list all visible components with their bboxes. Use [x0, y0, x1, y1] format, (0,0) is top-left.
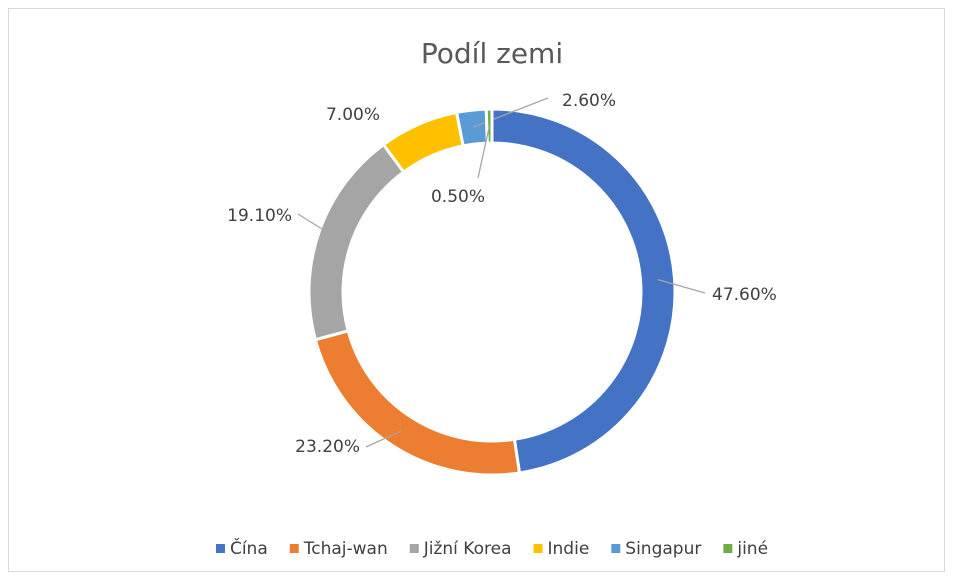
- legend-swatch: [723, 544, 733, 553]
- data-label: 7.00%: [326, 105, 380, 125]
- donut-slice: [490, 107, 677, 475]
- legend-swatch: [533, 544, 543, 553]
- leader-line: [297, 213, 336, 238]
- leader-line: [657, 278, 706, 294]
- data-label: 0.50%: [431, 187, 485, 207]
- legend-label: Tchaj-wan: [303, 539, 388, 559]
- legend-label: Indie: [548, 539, 590, 559]
- legend-swatch: [611, 544, 621, 553]
- data-label: 19.10%: [227, 206, 292, 226]
- legend-swatch: [409, 544, 419, 553]
- data-label: 47.60%: [712, 285, 777, 305]
- chart-title: Podíl zemi: [421, 37, 563, 70]
- donut-slice: [454, 107, 489, 148]
- legend-label: jiné: [736, 539, 768, 559]
- data-label: 23.20%: [295, 437, 360, 457]
- legend-swatch: [289, 544, 299, 553]
- legend-label: Jižní Korea: [423, 539, 512, 559]
- leader-line: [477, 125, 491, 179]
- legend-label: Čína: [230, 537, 268, 559]
- legend-swatch: [215, 544, 225, 553]
- leader-line: [365, 430, 402, 448]
- legend-label: Singapur: [625, 539, 701, 559]
- chart-border: [8, 8, 945, 572]
- data-label: 2.60%: [562, 91, 616, 111]
